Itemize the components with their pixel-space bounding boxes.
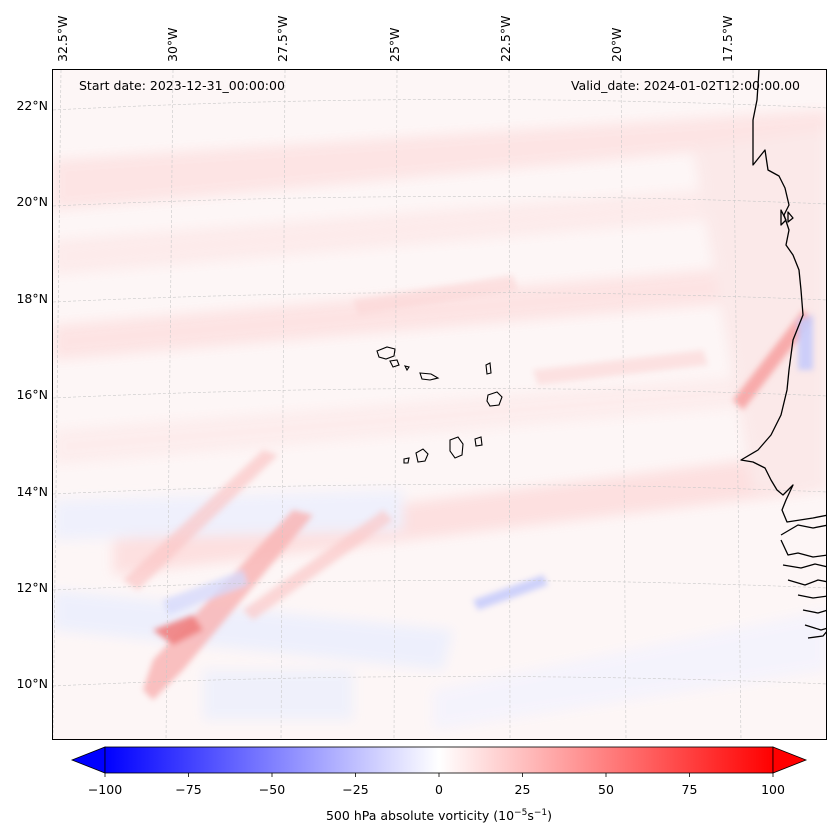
colorbar-gradient — [104, 746, 774, 774]
lat-label-16n: 16°N — [16, 387, 48, 402]
lat-label-22n: 22°N — [16, 98, 48, 113]
lat-label-14n: 14°N — [16, 484, 48, 499]
lat-label-18n: 18°N — [16, 291, 48, 306]
vorticity-map — [52, 69, 827, 740]
lat-label-20n: 20°N — [16, 194, 48, 209]
colorbar-extend-max — [772, 746, 808, 774]
lon-label-32-5w: 32.5°W — [55, 15, 70, 62]
vorticity-field — [53, 110, 826, 730]
colorbar-tick-label: 100 — [761, 782, 785, 797]
africa-coastline — [740, 70, 826, 639]
lat-label-12n: 12°N — [16, 580, 48, 595]
lon-label-27-5w: 27.5°W — [275, 15, 290, 62]
colorbar-tick-label: 0 — [435, 782, 443, 797]
colorbar-tick-label: −25 — [342, 782, 369, 797]
lon-label-20w: 20°W — [609, 27, 624, 62]
colorbar-tick-label: −50 — [258, 782, 286, 797]
cape-verde-islands — [376, 346, 503, 464]
graticule — [53, 70, 826, 739]
colorbar-ticks — [104, 773, 774, 777]
colorbar — [70, 746, 808, 777]
vorticity-bands — [123, 275, 813, 700]
colorbar-label: 500 hPa absolute vorticity (10−5s−1) — [325, 808, 552, 824]
colorbar-extend-min — [70, 746, 106, 774]
colorbar-tick-label: 50 — [598, 782, 614, 797]
colorbar-tick-label: −75 — [175, 782, 202, 797]
colorbar-tick-label: 25 — [514, 782, 531, 797]
lat-label-10n: 10°N — [16, 676, 48, 691]
colorbar-tick-label: −100 — [87, 782, 123, 797]
colorbar-tick-label: 75 — [681, 782, 698, 797]
lon-label-17-5w: 17.5°W — [720, 15, 735, 62]
start-date-label: Start date: 2023-12-31_00:00:00 — [79, 78, 285, 93]
valid-date-label: Valid_date: 2024-01-02T12:00:00.00 — [570, 78, 800, 93]
map-canvas — [53, 70, 826, 739]
lon-label-30w: 30°W — [165, 27, 180, 62]
lon-label-22-5w: 22.5°W — [498, 15, 513, 62]
lon-label-25w: 25°W — [387, 27, 402, 62]
